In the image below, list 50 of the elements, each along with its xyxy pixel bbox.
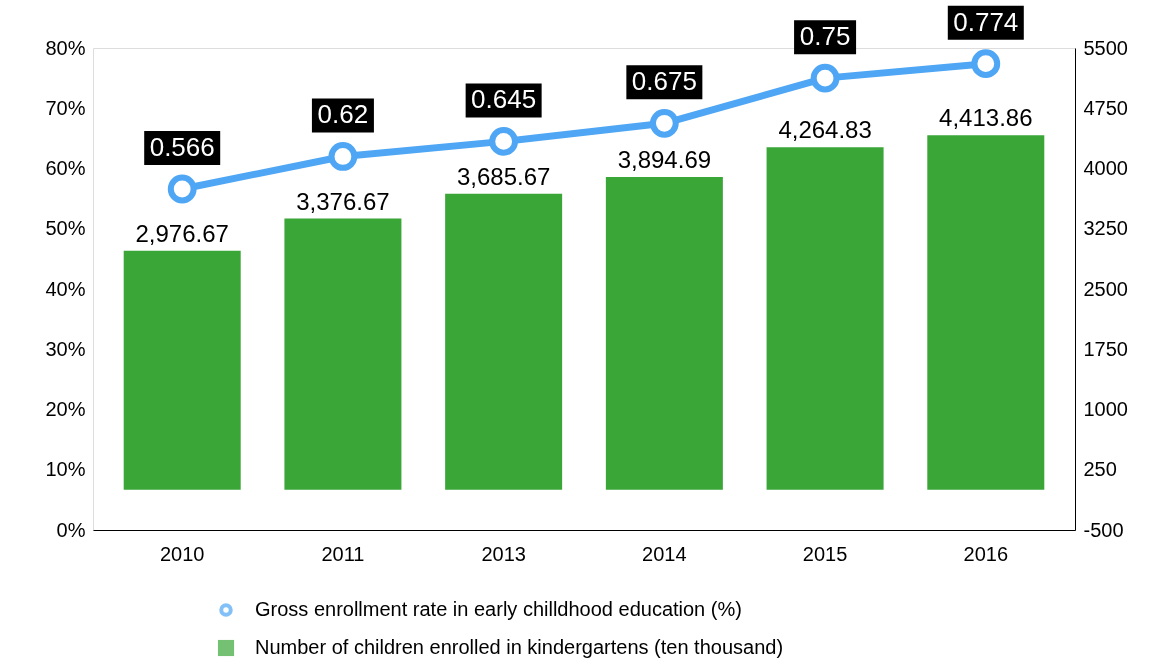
bar [605,176,723,490]
y-tick-label: 70% [45,96,86,119]
point [167,174,197,204]
x-tick-label: 2016 [963,542,1009,565]
y-tick-label: 20% [45,398,86,420]
y2-tick-label: 3250 [1083,217,1128,240]
point [649,108,679,138]
x-tick-label: 2014 [642,542,687,565]
y2-tick-label: 250 [1083,458,1117,481]
x-tick-label: 2015 [802,542,848,565]
data-label: 0.645 [471,84,537,115]
y2-tick-label: 1000 [1083,398,1128,420]
y2-tick-label: 1750 [1083,337,1128,360]
data-label: 0.62 [317,99,369,130]
bar [123,250,241,490]
point [810,63,840,93]
data-label: 3,685.67 [456,162,551,190]
data-label: 3,894.69 [617,145,712,173]
legend-label: Number of children enrolled in kindergartens (ten thousand) [255,636,784,658]
data-label: 0.75 [799,21,851,52]
bar [284,218,402,490]
data-label: 4,413.86 [939,104,1033,132]
y-tick-label: 30% [45,337,86,360]
data-label: 0.774 [953,6,1019,37]
x-tick-label: 2013 [481,542,526,565]
point [971,49,1001,79]
legend-label: Gross enrollment rate in early chilldhood education (%) [255,598,742,620]
y2-tick-label: 4750 [1083,96,1128,119]
x-tick-label: 2011 [321,542,365,565]
data-label: 0.566 [149,131,215,162]
data-label: 2,976.67 [135,219,229,247]
data-label: 4,264.83 [778,116,872,144]
y-tick-label: 60% [45,157,86,179]
point [489,127,519,156]
bar [766,147,884,490]
x-tick-label: 2010 [159,542,205,565]
y-tick-label: 50% [45,217,86,240]
y2-tick-label: 5500 [1083,36,1128,59]
y-tick-label: 0% [56,518,86,541]
point [328,142,358,171]
y-tick-label: 40% [45,277,86,300]
y2-tick-label: -500 [1083,518,1124,541]
y2-tick-label: 2500 [1083,277,1128,300]
bar [445,193,563,490]
y-tick-label: 80% [45,36,86,59]
bar [927,135,1045,490]
y2-tick-label: 4000 [1083,157,1128,179]
y-tick-label: 10% [45,458,86,481]
data-label: 0.675 [631,66,697,97]
data-label: 3,376.67 [296,187,390,215]
